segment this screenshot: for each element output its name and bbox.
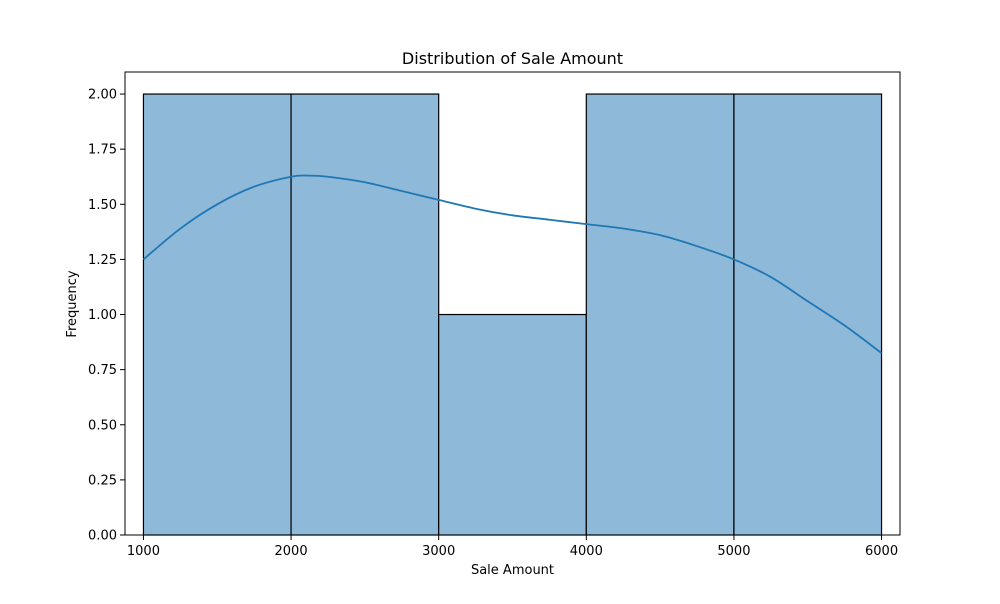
x-tick-label-4000: 4000 xyxy=(570,544,603,559)
axes-frame xyxy=(124,71,901,536)
histogram-bar-4 xyxy=(585,93,735,536)
x-tick-label-2000: 2000 xyxy=(275,544,308,559)
x-tick-label-5000: 5000 xyxy=(717,544,750,559)
x-tick-label-1000: 1000 xyxy=(127,544,160,559)
x-axis-label: Sale Amount xyxy=(471,563,554,578)
histogram-bar-1 xyxy=(142,93,292,536)
histogram-bar-2 xyxy=(290,93,440,536)
y-axis-label: Frequency xyxy=(65,270,80,337)
y-tick-label-1: 0.25 xyxy=(88,473,117,488)
y-tick-label-6: 1.50 xyxy=(88,198,117,213)
y-tick-label-5: 1.25 xyxy=(88,253,117,268)
y-tick-label-0: 0.00 xyxy=(88,529,117,544)
y-tick-label-2: 0.50 xyxy=(88,418,117,433)
x-tick-label-6000: 6000 xyxy=(865,544,898,559)
plot-area: 1000 2000 3000 4000 5000 6000 0.00 0.25 0.50 0.75… xyxy=(88,71,901,559)
y-tick-label-8: 2.00 xyxy=(88,88,117,103)
histogram-bar-3 xyxy=(438,313,587,536)
x-tick-label-3000: 3000 xyxy=(422,544,455,559)
kde-curve xyxy=(142,174,883,354)
y-tick-label-3: 0.75 xyxy=(88,363,117,378)
y-tick-label-7: 1.75 xyxy=(88,143,117,158)
y-tick-label-4: 1.00 xyxy=(88,308,117,323)
chart-title: Distribution of Sale Amount xyxy=(402,49,623,68)
histogram-bar-5 xyxy=(733,93,883,536)
